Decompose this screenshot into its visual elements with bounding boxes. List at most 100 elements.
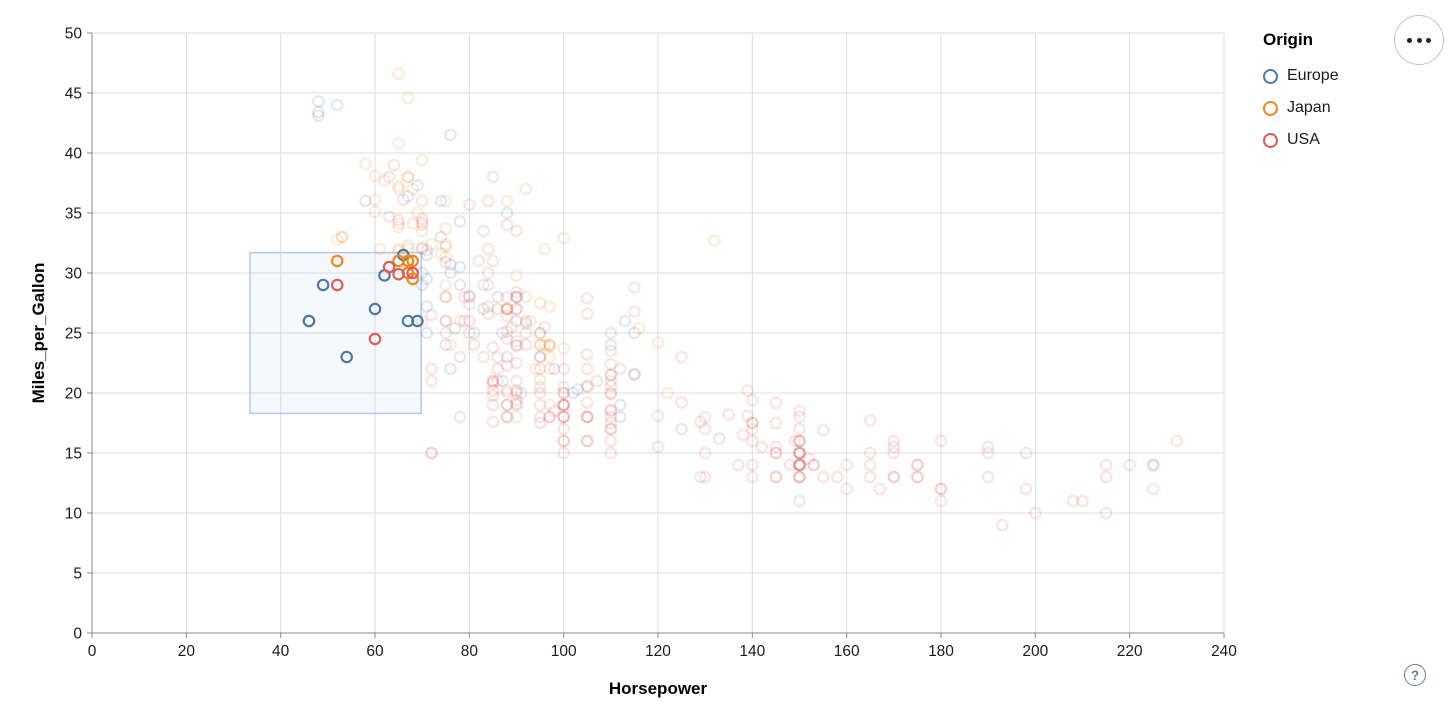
legend-item-europe[interactable]: Europe	[1263, 60, 1393, 92]
x-tick-label: 180	[928, 643, 954, 660]
data-point	[486, 374, 500, 388]
data-point	[887, 470, 901, 484]
data-point	[444, 362, 457, 376]
legend: Origin Europe Japan USA	[1263, 30, 1393, 156]
data-point	[604, 387, 618, 401]
data-point	[533, 416, 547, 430]
data-point	[491, 362, 504, 376]
data-point	[500, 384, 514, 397]
data-point	[580, 434, 594, 448]
data-point	[731, 458, 745, 472]
data-point	[887, 446, 901, 460]
data-point	[439, 237, 452, 251]
legend-item-japan[interactable]: Japan	[1263, 92, 1393, 124]
data-point	[331, 254, 344, 268]
data-points	[302, 67, 1184, 532]
legend-label-usa: USA	[1287, 131, 1320, 148]
data-point	[698, 470, 712, 484]
legend-item-usa[interactable]: USA	[1263, 124, 1393, 156]
data-point	[439, 251, 452, 264]
data-point	[439, 314, 452, 328]
data-point	[793, 422, 806, 436]
data-point	[463, 314, 476, 328]
data-point	[557, 410, 570, 424]
data-point	[628, 281, 641, 294]
data-point	[1147, 482, 1160, 496]
data-point	[510, 384, 523, 397]
data-point	[533, 296, 547, 310]
data-point	[500, 302, 514, 316]
menu-dot-icon	[1426, 37, 1431, 43]
data-point	[486, 254, 500, 268]
data-point	[463, 198, 476, 211]
data-point	[566, 386, 580, 400]
data-point	[604, 326, 618, 340]
data-point	[510, 314, 523, 328]
data-point	[604, 338, 618, 352]
data-point	[981, 470, 995, 484]
data-point	[793, 458, 806, 472]
data-point	[401, 170, 415, 184]
data-point	[510, 224, 523, 238]
data-point	[439, 222, 452, 235]
data-point	[887, 434, 901, 448]
options-menu-button[interactable]	[1394, 15, 1444, 65]
data-point	[463, 289, 476, 303]
data-point	[392, 221, 405, 234]
data-point	[368, 205, 382, 219]
data-point	[543, 410, 556, 424]
data-point	[373, 242, 386, 256]
data-point	[604, 379, 618, 393]
data-point	[500, 194, 514, 208]
data-point	[382, 210, 396, 223]
data-point	[425, 446, 438, 460]
help-button[interactable]: ?	[1404, 664, 1426, 686]
data-point	[519, 182, 533, 196]
data-point	[580, 291, 594, 305]
data-point	[481, 300, 495, 313]
data-point	[439, 240, 452, 253]
data-point	[793, 458, 806, 472]
data-point	[1099, 470, 1113, 484]
data-point	[614, 362, 627, 376]
data-point	[425, 446, 438, 460]
data-point	[741, 409, 754, 423]
data-point	[439, 314, 452, 328]
data-point	[628, 367, 641, 381]
data-point	[793, 434, 806, 448]
data-point	[547, 404, 561, 418]
data-point	[746, 393, 759, 407]
data-point	[491, 350, 504, 364]
data-point	[580, 396, 594, 409]
data-point	[604, 422, 618, 436]
data-point	[453, 314, 467, 328]
data-point	[420, 243, 434, 257]
data-point	[500, 302, 514, 316]
brush-selection[interactable]	[249, 251, 422, 415]
data-point	[887, 470, 901, 484]
data-point	[793, 458, 806, 472]
data-point	[698, 422, 712, 436]
x-tick-label: 0	[88, 643, 97, 660]
data-point	[651, 440, 665, 454]
data-point	[580, 307, 594, 321]
data-point	[628, 368, 641, 382]
data-point	[496, 326, 509, 340]
data-point	[698, 446, 712, 460]
data-point	[863, 414, 877, 427]
data-point	[500, 290, 514, 304]
data-point	[580, 362, 594, 376]
data-point	[604, 446, 618, 460]
data-point	[604, 403, 618, 417]
data-point	[500, 386, 514, 400]
data-point	[500, 410, 514, 424]
data-point	[519, 290, 533, 304]
data-point	[500, 332, 514, 346]
data-point	[510, 290, 523, 304]
data-point	[580, 410, 594, 424]
data-point	[1170, 434, 1184, 448]
data-point	[538, 242, 552, 256]
data-point	[1099, 458, 1113, 472]
data-point	[401, 239, 415, 252]
